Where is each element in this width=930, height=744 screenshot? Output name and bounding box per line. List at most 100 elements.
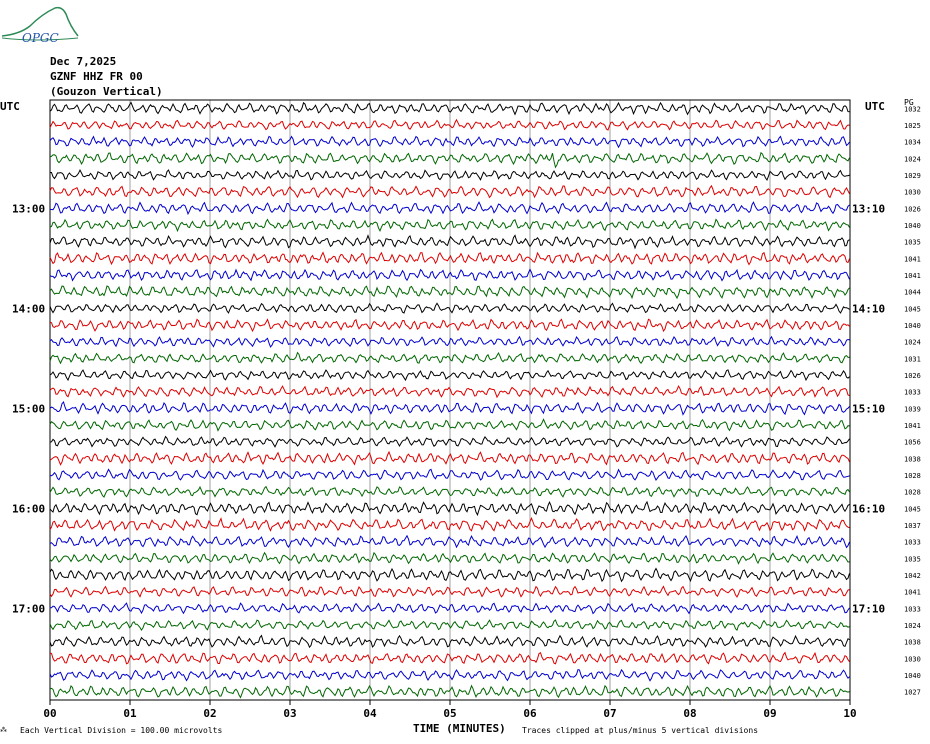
trace-value-label-25: 1037 (904, 522, 921, 530)
seismic-trace-18 (49, 400, 850, 416)
seismic-trace-23 (49, 485, 850, 498)
right-utc-label: UTC (865, 100, 885, 113)
seismic-trace-10 (49, 268, 850, 282)
seismic-trace-7 (49, 218, 850, 233)
left-utc-label: UTC (0, 100, 20, 113)
trace-value-label-22: 1028 (904, 472, 921, 480)
trace-value-label-16: 1026 (904, 372, 921, 380)
seismic-trace-13 (49, 318, 850, 333)
left-hour-label-13:00: 13:00 (12, 202, 45, 215)
logo: OPGC (0, 2, 80, 50)
seismic-trace-5 (49, 184, 850, 199)
x-tick-label-02: 02 (203, 707, 216, 720)
seismic-trace-22 (49, 468, 850, 481)
x-tick-label-01: 01 (123, 707, 137, 720)
trace-value-label-32: 1038 (904, 639, 921, 647)
trace-value-label-2: 1034 (904, 139, 921, 147)
trace-value-label-18: 1039 (904, 405, 921, 413)
seismic-trace-11 (49, 285, 850, 300)
mountain-logo-icon: OPGC (1, 6, 79, 45)
trace-value-label-3: 1024 (904, 155, 921, 163)
x-tick-label-00: 00 (43, 707, 56, 720)
x-tick-label-08: 08 (683, 707, 696, 720)
seismic-trace-1 (49, 118, 850, 131)
division-note: Each Vertical Division = 100.00 microvol… (20, 726, 223, 735)
seismic-trace-19 (49, 418, 850, 432)
trace-value-label-34: 1040 (904, 672, 921, 680)
seismic-trace-6 (49, 201, 850, 216)
trace-value-label-27: 1035 (904, 555, 921, 563)
x-tick-label-07: 07 (603, 707, 616, 720)
seismic-trace-15 (49, 351, 850, 365)
trace-value-label-7: 1040 (904, 222, 921, 230)
right-hour-label-16:10: 16:10 (852, 502, 885, 515)
right-hour-label-13:10: 13:10 (852, 202, 885, 215)
left-hour-label-16:00: 16:00 (12, 502, 45, 515)
x-tick-label-04: 04 (363, 707, 377, 720)
trace-value-label-31: 1024 (904, 622, 921, 630)
right-units-label: PG (904, 98, 914, 107)
trace-value-label-26: 1033 (904, 539, 921, 547)
seismic-trace-14 (49, 335, 850, 348)
seismic-trace-24 (49, 500, 850, 517)
trace-value-label-5: 1030 (904, 189, 921, 197)
seismic-trace-20 (49, 435, 850, 448)
trace-value-label-10: 1041 (904, 272, 921, 280)
trace-value-label-28: 1042 (904, 572, 921, 580)
seismic-trace-17 (49, 384, 850, 399)
trace-value-label-0: 1032 (904, 105, 921, 113)
seismic-trace-8 (49, 234, 850, 250)
seismic-trace-9 (49, 251, 850, 266)
seismic-trace-27 (49, 551, 850, 565)
seismic-trace-34 (49, 668, 850, 682)
x-tick-label-06: 06 (523, 707, 537, 720)
seismic-trace-32 (49, 634, 850, 649)
x-axis-title: TIME (MINUTES) (413, 722, 506, 735)
x-tick-label-09: 09 (763, 707, 776, 720)
channel-label: GZNF HHZ FR 00 (50, 70, 143, 83)
trace-value-label-30: 1033 (904, 605, 921, 613)
logo-text: OPGC (22, 31, 59, 45)
record-date: Dec 7,2025 (50, 55, 117, 68)
trace-value-label-33: 1030 (904, 655, 921, 663)
seismic-trace-4 (50, 168, 850, 182)
seismic-trace-2 (49, 135, 850, 149)
trace-value-label-14: 1024 (904, 339, 921, 347)
seismic-trace-21 (49, 450, 850, 466)
trace-value-label-1: 1025 (904, 122, 921, 130)
trace-value-label-29: 1041 (904, 589, 921, 597)
footer-marker-icon: ⁂ (0, 726, 7, 734)
left-hour-label-17:00: 17:00 (12, 602, 45, 615)
trace-value-label-15: 1031 (904, 355, 921, 363)
trace-value-label-35: 1027 (904, 689, 921, 697)
trace-value-label-4: 1029 (904, 172, 921, 180)
seismic-trace-29 (49, 585, 850, 598)
trace-value-label-13: 1040 (904, 322, 921, 330)
trace-value-label-20: 1056 (904, 439, 921, 447)
trace-value-label-8: 1035 (904, 239, 921, 247)
trace-value-label-12: 1045 (904, 305, 921, 313)
seismic-trace-28 (49, 567, 850, 583)
seismic-trace-25 (49, 516, 850, 532)
seismic-trace-0 (49, 101, 850, 116)
trace-value-label-11: 1044 (904, 289, 921, 297)
trace-value-label-24: 1045 (904, 505, 921, 513)
trace-value-label-19: 1041 (904, 422, 921, 430)
seismic-trace-35 (49, 684, 850, 699)
seismic-trace-30 (50, 602, 850, 615)
right-hour-label-17:10: 17:10 (852, 602, 885, 615)
seismic-trace-16 (49, 369, 850, 382)
x-tick-label-03: 03 (283, 707, 296, 720)
station-label: (Gouzon Vertical) (50, 85, 163, 98)
left-hour-label-15:00: 15:00 (12, 402, 45, 415)
seismic-trace-31 (49, 619, 850, 632)
seismic-trace-33 (50, 651, 850, 665)
left-hour-label-14:00: 14:00 (12, 302, 45, 315)
seismic-trace-12 (49, 302, 850, 314)
seismic-trace-26 (49, 534, 850, 549)
x-tick-label-10: 10 (843, 707, 856, 720)
trace-value-label-21: 1038 (904, 455, 921, 463)
trace-value-label-9: 1041 (904, 255, 921, 263)
right-hour-label-15:10: 15:10 (852, 402, 885, 415)
